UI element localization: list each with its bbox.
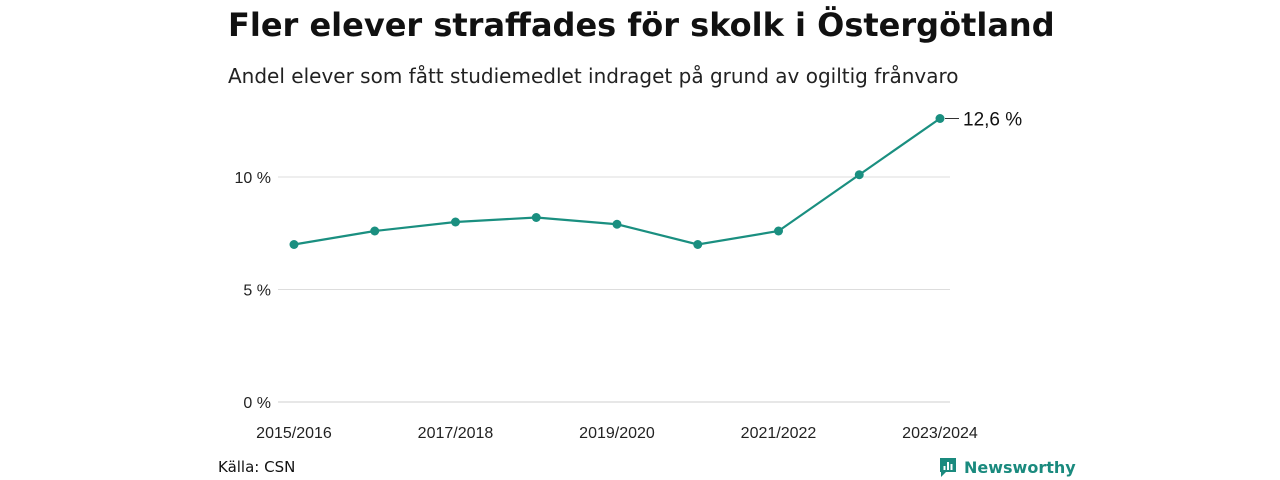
x-tick-label: 2017/2018 [418, 425, 494, 442]
data-point [612, 219, 622, 229]
data-points [289, 114, 945, 249]
data-point [693, 240, 703, 249]
data-point [289, 240, 299, 249]
brand-logo: Newsworthy [938, 456, 1076, 478]
chart-subtitle: Andel elever som fått studiemedlet indra… [228, 64, 959, 88]
brand-name: Newsworthy [964, 457, 1076, 477]
data-point [370, 226, 380, 236]
data-point [935, 114, 945, 123]
y-tick-label: 5 % [243, 283, 271, 300]
data-point [531, 213, 541, 222]
data-point [451, 217, 460, 227]
grid-layer [278, 176, 950, 403]
x-tick-label: 2023/2024 [902, 425, 978, 442]
x-tick-label: 2021/2022 [741, 425, 817, 442]
x-tick-label: 2019/2020 [579, 425, 655, 442]
source-note: Källa: CSN [218, 458, 296, 476]
x-axis: 2015/2016 2017/2018 2019/2020 2021/2022 2023… [256, 425, 978, 442]
data-point [774, 226, 783, 236]
y-tick-label: 10 % [235, 170, 271, 187]
x-tick-label: 2015/2016 [256, 425, 332, 442]
chart-title: Fler elever straffades för skolk i Öster… [228, 6, 1055, 44]
y-axis: 0 % 5 % 10 % [235, 170, 271, 412]
end-value-label: 12,6 % [963, 110, 1022, 131]
newsworthy-logo-icon [940, 458, 956, 477]
data-point [854, 170, 864, 180]
y-tick-label: 0 % [243, 395, 271, 412]
